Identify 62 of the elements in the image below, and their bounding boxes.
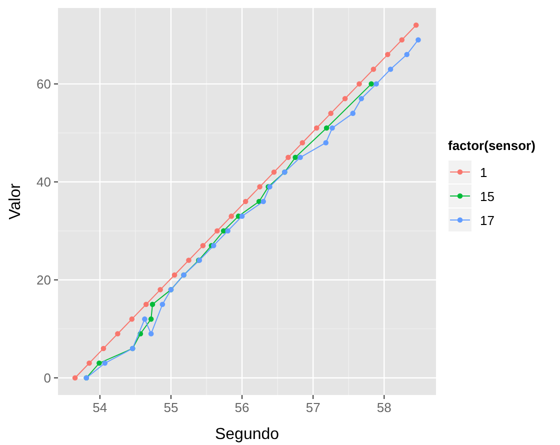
point bbox=[214, 228, 220, 234]
point bbox=[172, 272, 178, 278]
point bbox=[72, 375, 78, 380]
point bbox=[328, 110, 334, 116]
point bbox=[356, 81, 362, 87]
point bbox=[271, 169, 277, 175]
y-axis-title: Valor bbox=[7, 182, 24, 220]
point bbox=[286, 154, 291, 160]
legend-label: 15 bbox=[480, 189, 494, 204]
x-tick-label: 58 bbox=[376, 400, 392, 415]
point bbox=[350, 110, 356, 116]
point bbox=[96, 360, 102, 366]
point bbox=[404, 52, 410, 58]
point bbox=[314, 125, 320, 131]
y-tick-label: 20 bbox=[36, 272, 51, 288]
point bbox=[148, 316, 154, 322]
point bbox=[260, 198, 266, 204]
legend-title: factor(sensor) bbox=[448, 138, 536, 153]
point bbox=[330, 125, 335, 131]
point bbox=[388, 66, 394, 72]
point bbox=[242, 198, 248, 204]
x-axis-title: Segundo bbox=[214, 426, 280, 443]
point bbox=[323, 140, 329, 146]
point bbox=[142, 316, 148, 322]
point bbox=[228, 214, 234, 219]
point bbox=[298, 154, 303, 160]
point bbox=[100, 346, 106, 352]
point bbox=[158, 287, 163, 292]
point bbox=[416, 37, 421, 42]
point bbox=[239, 214, 245, 219]
point bbox=[129, 316, 135, 322]
x-tick-label: 57 bbox=[306, 400, 320, 415]
point bbox=[300, 140, 306, 146]
point bbox=[86, 360, 92, 366]
point bbox=[200, 242, 206, 248]
point bbox=[324, 125, 330, 131]
point bbox=[115, 331, 120, 336]
point bbox=[358, 96, 364, 102]
point bbox=[160, 302, 166, 308]
legend-label: 17 bbox=[480, 213, 494, 228]
y-tick-label: 40 bbox=[36, 174, 51, 190]
point bbox=[292, 154, 298, 160]
x-tick-label: 56 bbox=[234, 400, 250, 415]
point bbox=[257, 184, 262, 190]
x-tick-label: 54 bbox=[92, 400, 108, 415]
point bbox=[102, 360, 108, 366]
point bbox=[342, 96, 348, 102]
point bbox=[399, 37, 405, 42]
point bbox=[385, 52, 390, 58]
point bbox=[368, 81, 374, 87]
point bbox=[225, 228, 230, 234]
point bbox=[148, 331, 154, 336]
x-tick-label: 55 bbox=[164, 400, 178, 415]
point bbox=[374, 81, 379, 87]
point bbox=[143, 302, 149, 308]
point bbox=[413, 22, 419, 28]
y-tick-label: 60 bbox=[36, 76, 51, 92]
y-tick-label: 0 bbox=[44, 370, 51, 386]
legend-label: 1 bbox=[480, 165, 488, 180]
point bbox=[150, 302, 156, 308]
point bbox=[186, 258, 192, 263]
point bbox=[370, 66, 376, 72]
